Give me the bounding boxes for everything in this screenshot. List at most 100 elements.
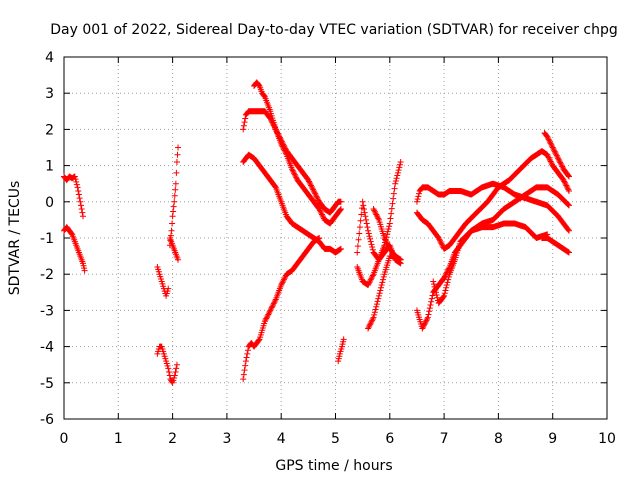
data-point	[445, 273, 452, 280]
data-point	[368, 318, 375, 325]
data-point	[279, 279, 286, 286]
data-point	[560, 177, 567, 184]
data-point	[282, 273, 289, 280]
data-point	[390, 195, 397, 202]
x-tick-label: 9	[548, 431, 557, 447]
data-point	[373, 303, 380, 310]
data-point	[366, 233, 373, 240]
data-point	[373, 212, 380, 219]
data-point	[312, 190, 319, 197]
data-point	[565, 173, 572, 180]
data-point	[356, 224, 363, 231]
y-axis-label: SDTVAR / TECUs	[7, 181, 23, 296]
data-point	[391, 185, 398, 192]
data-point	[558, 162, 565, 169]
data-point	[76, 195, 83, 202]
data-point	[264, 312, 271, 319]
data-point	[243, 354, 250, 361]
data-point	[279, 143, 286, 150]
data-point	[240, 371, 247, 378]
data-point	[168, 378, 175, 385]
data-point	[415, 190, 422, 197]
data-point	[316, 206, 323, 213]
data-point	[425, 311, 432, 318]
data-point	[170, 203, 177, 210]
data-point	[382, 237, 389, 244]
x-axis-label: GPS time / hours	[275, 458, 392, 474]
data-point	[561, 178, 568, 185]
data-point	[305, 177, 312, 184]
data-point	[365, 282, 372, 289]
data-point	[240, 376, 247, 383]
data-point	[320, 214, 327, 221]
data-point	[290, 168, 297, 175]
data-point	[310, 186, 317, 193]
data-point	[308, 183, 315, 190]
data-point	[373, 211, 380, 218]
data-point	[443, 284, 450, 291]
data-point	[173, 365, 180, 372]
data-point	[364, 224, 371, 231]
data-point	[282, 150, 289, 157]
data-point	[544, 153, 551, 160]
x-tick-label: 7	[440, 431, 449, 447]
data-point	[554, 154, 561, 161]
data-point	[173, 361, 180, 368]
data-point	[548, 159, 555, 166]
data-point	[271, 299, 278, 306]
data-point	[371, 309, 378, 316]
y-tick-label: -1	[40, 231, 54, 247]
data-point	[423, 317, 430, 324]
x-tick-label: 8	[494, 431, 503, 447]
data-point	[244, 347, 251, 354]
data-point	[311, 189, 318, 196]
y-tick-label: -2	[40, 267, 54, 283]
data-point	[388, 205, 395, 212]
data-point	[424, 315, 431, 322]
x-tick-label: 1	[114, 431, 123, 447]
series-t17	[413, 184, 572, 332]
data-point	[263, 314, 270, 321]
data-point	[369, 317, 376, 324]
data-point	[551, 148, 558, 155]
data-point	[314, 194, 321, 201]
data-point	[171, 192, 178, 199]
data-point	[308, 182, 315, 189]
data-point	[375, 292, 382, 299]
data-point	[441, 274, 448, 281]
data-point	[241, 119, 248, 126]
data-point	[565, 227, 572, 234]
data-point	[371, 207, 378, 214]
data-point	[319, 212, 326, 219]
data-point	[169, 220, 176, 227]
data-point	[366, 322, 373, 329]
data-point	[553, 152, 560, 159]
data-point	[365, 280, 372, 287]
data-point	[433, 292, 440, 299]
data-point	[281, 275, 288, 282]
y-tick-label: 4	[45, 50, 54, 66]
data-point	[172, 368, 179, 375]
data-point	[337, 206, 344, 213]
data-point	[358, 211, 365, 218]
data-point	[420, 322, 427, 329]
data-point	[354, 249, 361, 256]
data-point	[316, 207, 323, 214]
x-tick-label: 4	[277, 431, 286, 447]
data-point	[546, 137, 553, 144]
data-point	[441, 292, 448, 299]
data-point	[265, 310, 272, 317]
data-point	[75, 187, 82, 194]
data-point	[306, 178, 313, 185]
data-point	[278, 280, 285, 287]
data-point	[278, 282, 285, 289]
data-point	[242, 115, 249, 122]
data-point	[306, 179, 313, 186]
data-point	[173, 169, 180, 176]
data-point	[438, 240, 445, 247]
data-point	[73, 181, 80, 188]
data-point	[272, 183, 279, 190]
series-t20	[538, 235, 572, 256]
data-point	[563, 182, 570, 189]
data-point	[373, 301, 380, 308]
